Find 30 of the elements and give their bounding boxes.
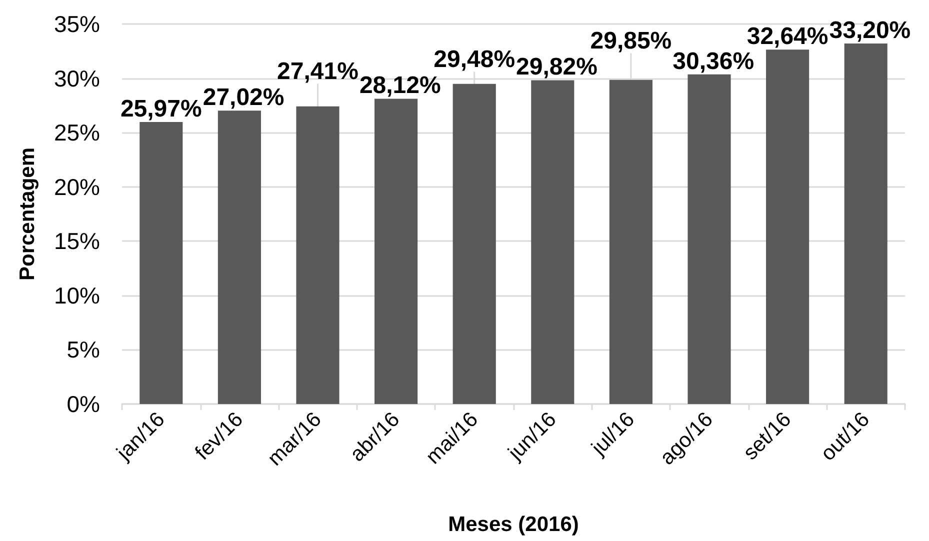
bar xyxy=(374,98,418,404)
y-axis-title: Porcentagem xyxy=(16,147,39,281)
data-label: 27,41% xyxy=(277,58,358,86)
y-tick-label: 10% xyxy=(54,282,100,308)
data-label: 29,82% xyxy=(516,54,598,81)
data-label: 27,02% xyxy=(202,84,284,112)
bar xyxy=(609,80,652,404)
data-label: 32,64% xyxy=(746,23,828,50)
data-label: 25,97% xyxy=(120,96,202,123)
data-label: 29,85% xyxy=(590,28,672,55)
bar xyxy=(766,50,810,404)
bar xyxy=(452,84,496,404)
y-tick-label: 20% xyxy=(54,174,100,200)
bar xyxy=(531,80,574,404)
data-label: 28,12% xyxy=(359,72,441,100)
y-tick-label: 25% xyxy=(54,120,100,146)
y-tick-label: 35% xyxy=(54,11,100,37)
bar xyxy=(688,74,731,404)
y-tick-label: 15% xyxy=(54,228,100,254)
data-label: 29,48% xyxy=(434,46,516,74)
x-axis-title: Meses (2016) xyxy=(448,513,579,536)
y-tick-label: 0% xyxy=(66,391,100,417)
bar xyxy=(296,106,340,404)
y-tick-label: 5% xyxy=(66,336,100,363)
bar xyxy=(844,44,888,404)
data-label: 30,36% xyxy=(672,48,754,75)
bar xyxy=(140,122,183,404)
y-tick-label: 30% xyxy=(54,65,100,92)
bar xyxy=(218,110,261,404)
data-label: 33,20% xyxy=(829,17,911,44)
